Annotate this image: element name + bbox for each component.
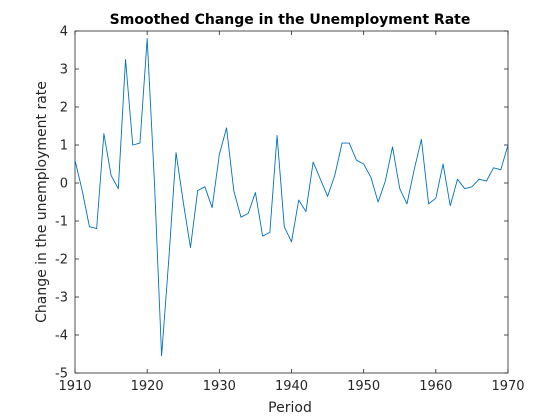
x-tick-label: 1910 [58, 379, 91, 394]
y-tick-label: 2 [60, 101, 68, 116]
y-tick-label: -1 [55, 215, 68, 230]
x-tick-label: 1950 [347, 379, 380, 394]
series-line [74, 38, 509, 357]
y-tick-label: -2 [55, 253, 68, 268]
plot-frame [74, 30, 509, 374]
y-tick-label: 3 [60, 63, 68, 78]
x-tick-label: 1920 [131, 379, 164, 394]
x-axis-label: Period [268, 400, 312, 416]
y-tick-label: -5 [55, 367, 68, 382]
x-tick-label: 1940 [275, 379, 308, 394]
y-tick-label: -3 [55, 291, 68, 306]
chart-title: Smoothed Change in the Unemployment Rate [110, 12, 471, 28]
y-tick-label: 4 [60, 25, 68, 40]
plot-area: 1910 1920 1930 1940 1950 1960 1970 -5 -4 -3 -2 -1 0 1… [55, 25, 525, 395]
y-tick-label: -4 [55, 329, 68, 344]
x-tick-label: 1960 [419, 379, 452, 394]
x-tick-label: 1930 [203, 379, 236, 394]
y-tick-label: 1 [60, 139, 68, 154]
y-axis-label: Change in the unemployment rate [34, 81, 50, 323]
x-tick-label: 1970 [491, 379, 524, 394]
y-tick-label: 0 [60, 177, 68, 192]
